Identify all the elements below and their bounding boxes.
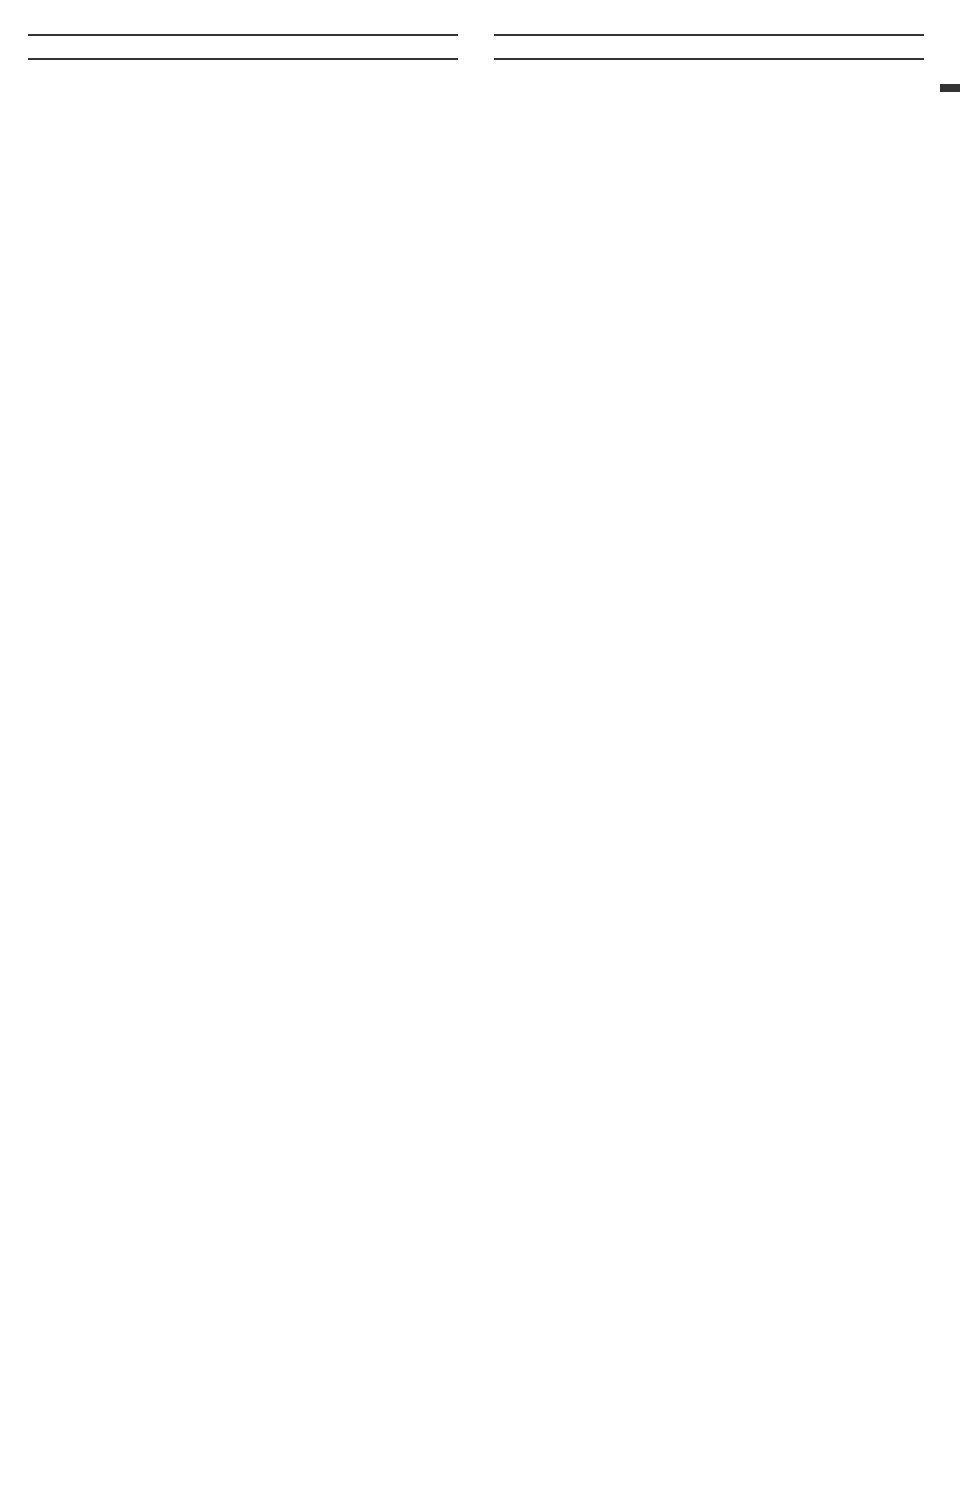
chart-048-low xyxy=(494,58,924,60)
chart-036-high xyxy=(28,34,458,36)
chart-036-low xyxy=(494,34,924,36)
page-footer-tag xyxy=(940,84,960,92)
chart-048-high xyxy=(28,58,458,60)
